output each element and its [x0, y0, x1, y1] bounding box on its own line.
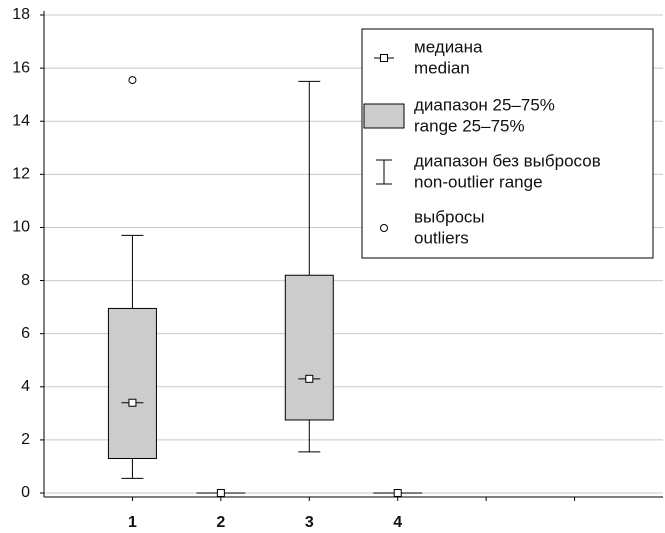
y-tick-label: 0	[21, 484, 30, 501]
legend-symbol	[363, 103, 405, 129]
x-tick-label: 1	[128, 514, 137, 531]
box	[284, 274, 334, 421]
y-tick-label: 6	[21, 325, 30, 342]
legend-label: диапазон без выбросов	[414, 151, 601, 170]
legend-label: медиана	[414, 37, 483, 56]
outlier	[128, 76, 137, 85]
box	[107, 307, 157, 459]
legend-symbol	[380, 224, 388, 232]
median	[128, 398, 137, 407]
x-tick-label: 4	[393, 514, 402, 531]
legend	[361, 28, 654, 259]
median	[393, 489, 402, 498]
legend-label: range 25–75%	[414, 116, 525, 135]
y-tick-label: 14	[12, 112, 30, 129]
legend-symbol	[380, 54, 388, 62]
y-tick-label: 10	[12, 219, 30, 236]
legend-label: диапазон 25–75%	[414, 95, 555, 114]
y-tick-label: 12	[12, 166, 30, 183]
y-tick-label: 2	[21, 431, 30, 448]
legend-label: median	[414, 58, 470, 77]
y-tick-label: 8	[21, 272, 30, 289]
y-tick-label: 4	[21, 378, 30, 395]
legend-label: выбросы	[414, 207, 485, 226]
y-tick-label: 16	[12, 59, 30, 76]
median	[305, 374, 314, 383]
x-tick-label: 3	[305, 514, 314, 531]
legend-label: outliers	[414, 228, 469, 247]
y-tick-label: 18	[12, 6, 30, 23]
x-tick-label: 2	[216, 514, 225, 531]
legend-label: non-outlier range	[414, 172, 543, 191]
median	[216, 489, 225, 498]
